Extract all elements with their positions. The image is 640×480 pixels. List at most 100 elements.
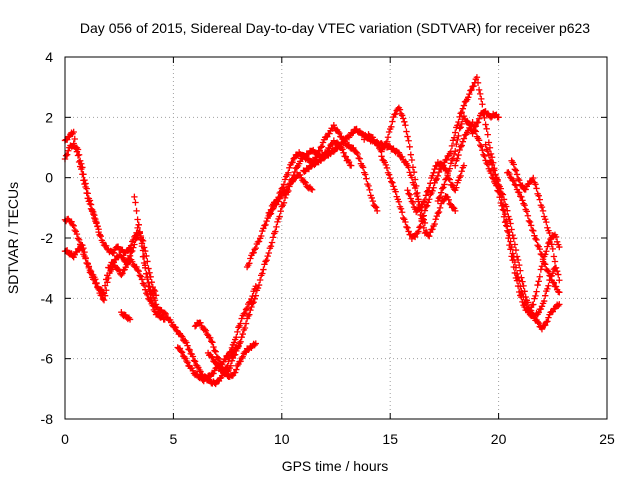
data-point	[396, 106, 404, 113]
data-point	[398, 153, 406, 161]
data-point	[470, 123, 477, 130]
data-point	[81, 248, 88, 256]
data-point	[524, 299, 532, 306]
data-point	[279, 184, 287, 191]
data-point	[146, 296, 153, 303]
data-point	[535, 309, 542, 316]
data-point	[454, 155, 461, 162]
data-point	[148, 278, 155, 286]
data-point	[544, 243, 551, 250]
data-point	[145, 279, 152, 287]
data-point	[458, 109, 465, 116]
data-point	[368, 194, 375, 202]
data-point	[512, 182, 520, 189]
data-point	[239, 353, 246, 360]
data-point	[510, 177, 517, 185]
data-point	[475, 115, 483, 122]
data-point	[519, 182, 526, 189]
data-point	[543, 318, 550, 326]
data-point	[417, 204, 424, 211]
data-point	[225, 352, 232, 359]
data-point	[537, 266, 545, 273]
data-point	[145, 265, 152, 272]
data-point	[120, 254, 127, 262]
data-point	[486, 157, 494, 164]
data-point	[494, 187, 501, 194]
data-point	[149, 291, 157, 298]
data-point	[485, 151, 493, 159]
data-point	[146, 269, 153, 276]
data-point	[542, 216, 549, 223]
data-point	[238, 354, 245, 362]
data-point	[237, 320, 244, 327]
x-tick-label: 20	[491, 431, 507, 447]
data-point	[237, 358, 244, 365]
data-point	[404, 133, 411, 140]
data-point	[447, 160, 455, 167]
data-point	[417, 211, 424, 219]
data-point	[252, 340, 259, 347]
data-point	[498, 190, 506, 197]
data-point	[530, 301, 537, 308]
data-point	[317, 144, 325, 151]
data-point	[191, 323, 199, 330]
data-point	[468, 86, 475, 94]
data-point	[533, 185, 540, 192]
data-point	[230, 339, 238, 346]
data-point	[144, 274, 151, 281]
data-point	[522, 293, 529, 301]
data-point	[413, 182, 420, 190]
data-point	[301, 178, 308, 185]
data-point	[514, 256, 522, 264]
data-point	[552, 233, 560, 241]
data-point	[362, 171, 369, 178]
data-point	[400, 115, 407, 122]
data-point	[455, 118, 462, 126]
data-point	[465, 94, 472, 101]
data-point	[118, 271, 125, 279]
data-point	[421, 207, 429, 214]
data-point	[263, 217, 270, 225]
series-track-20	[508, 157, 563, 284]
data-point	[458, 120, 465, 128]
data-point	[545, 268, 552, 275]
data-point	[251, 295, 258, 303]
data-point	[227, 348, 235, 355]
x-tick-label: 5	[170, 431, 178, 447]
data-point	[440, 197, 447, 205]
data-point	[71, 226, 78, 234]
data-point	[138, 276, 146, 283]
data-point	[209, 339, 216, 346]
y-tick-label: -4	[41, 290, 54, 306]
data-point	[483, 159, 490, 167]
data-point	[91, 214, 98, 222]
data-point	[151, 287, 159, 295]
data-point	[433, 175, 441, 183]
data-point	[342, 153, 349, 160]
data-point	[426, 184, 433, 191]
data-point	[247, 255, 254, 262]
data-point	[161, 316, 168, 323]
data-point	[385, 171, 393, 178]
series-track-18	[482, 141, 563, 333]
data-point	[408, 174, 416, 181]
data-point	[473, 74, 481, 81]
data-point	[460, 135, 468, 142]
data-point	[84, 195, 91, 202]
data-point	[427, 180, 434, 187]
data-point	[414, 229, 421, 237]
y-tick-label: 2	[45, 109, 53, 125]
data-point	[517, 267, 524, 274]
data-point	[488, 154, 496, 161]
data-point	[262, 258, 269, 265]
data-point	[523, 208, 530, 215]
data-point	[383, 138, 391, 145]
data-point	[470, 82, 477, 90]
data-point	[491, 167, 498, 174]
data-point	[469, 118, 476, 126]
data-point	[532, 235, 539, 242]
data-point	[459, 105, 467, 112]
data-point	[233, 366, 240, 373]
data-point	[143, 290, 150, 297]
data-point	[435, 168, 443, 176]
